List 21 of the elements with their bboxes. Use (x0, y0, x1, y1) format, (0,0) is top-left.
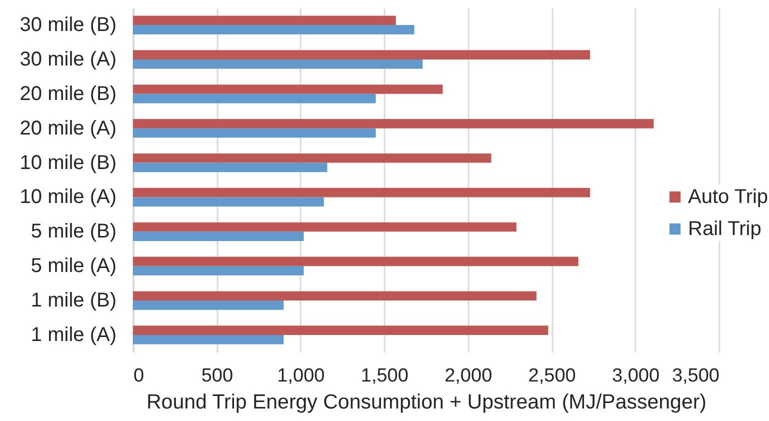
y-tick-label: 10 mile (B) (20, 152, 116, 174)
y-tick-label: 30 mile (B) (20, 14, 116, 36)
y-tick-label: 20 mile (B) (20, 82, 116, 105)
y-tick-label: 5 mile (B) (30, 220, 116, 243)
x-tick-label: 3,000 (612, 366, 660, 386)
x-tick-label: 2,000 (444, 366, 492, 386)
x-tick-label: 2,500 (528, 366, 576, 386)
y-tick-label: 5 mile (A) (30, 255, 116, 278)
y-tick-label: 20 mile (A) (20, 117, 116, 140)
y-tick-label: 30 mile (A) (20, 48, 116, 70)
x-tick-label: 1,500 (360, 366, 408, 386)
legend-label: Rail Trip (688, 218, 762, 240)
x-tick-label: 1,000 (277, 366, 325, 386)
x-axis-title: Round Trip Energy Consumption + Upstream (MJ/Passenger) (146, 390, 707, 414)
x-tick-label: 500 (201, 366, 234, 386)
legend-label: Auto Trip (688, 186, 768, 208)
y-tick-label: 1 mile (B) (30, 290, 116, 312)
y-tick-label: 1 mile (A) (30, 324, 116, 346)
x-tick-label: 0 (134, 366, 144, 386)
y-tick-label: 10 mile (A) (20, 186, 116, 208)
x-tick-label: 3,500 (672, 366, 720, 386)
